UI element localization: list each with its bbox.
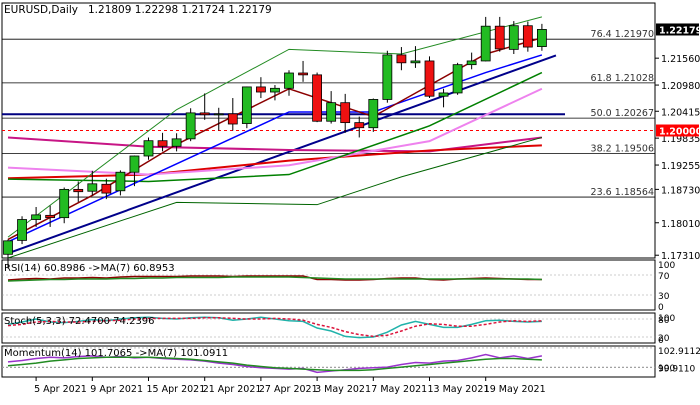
price-tick-label: 1.18010 [661,219,700,230]
x-tick-label: 13 May 2021 [428,384,490,395]
candle-bearish [354,122,365,129]
candle-bullish [480,25,491,62]
overlay-line-1 [7,136,543,153]
fib-level-label: 38.2 1.19506 [591,143,654,154]
candle-bearish [199,112,210,116]
stoch-tick-label: 100 [658,314,675,324]
momentum-tick-label: 100 [658,364,675,374]
candle-bearish [396,54,407,64]
candle-bullish [115,171,126,192]
momentum-tick-label: 99.9110 [658,365,695,375]
x-tick-label: 19 May 2021 [484,384,546,395]
price-tick-label: 1.17310 [661,251,700,262]
fib-level-label: 23.6 1.18564 [591,187,654,198]
rsi-tick-label: 70 [658,272,670,282]
stoch-tick-label: 80 [658,316,670,326]
x-tick-label: 27 Apr 2021 [259,384,318,395]
price-tag-label: 1.22179 [659,25,700,36]
candle-bearish [45,214,56,219]
candle-bullish [284,72,294,89]
panel-frame-mom [1,345,656,378]
candle-bullish [213,113,224,116]
candle-bullish [410,60,421,64]
x-tick-label: 9 Apr 2021 [90,384,143,395]
candle-bearish [494,25,505,50]
x-tick-label: 15 Apr 2021 [147,384,206,395]
price-tick-label: 1.19255 [661,161,700,172]
x-tick-label: 21 Apr 2021 [203,384,262,395]
candle-bearish [340,102,351,124]
momentum-series-1 [7,356,542,372]
fib-level-label: 61.8 1.21028 [591,73,654,84]
candle-bullish [171,138,182,147]
candle-bearish [227,113,238,125]
price-tick-label: 1.20415 [661,107,700,118]
candle-bullish [31,214,42,220]
stoch-tick-label: 0 [658,336,664,346]
panel-frame-rsi [1,259,656,311]
candle-bearish [298,72,308,76]
rsi-series-1 [7,276,542,282]
candle-bearish [101,183,112,194]
price-tick-label: 1.20980 [661,81,700,92]
candle-bullish [3,240,13,255]
candle-bullish [537,29,547,47]
price-tag [656,23,699,36]
rsi-title: RSI(14) 60.8986 ->MA(7) 60.8953 [4,263,175,274]
x-tick-label: 5 Apr 2021 [34,384,87,395]
candle-bearish [255,86,266,93]
candle-bearish [522,25,533,48]
x-tick-label: 7 May 2021 [371,384,427,395]
candle-bullish [466,60,477,66]
candle-bullish [241,86,252,124]
momentum-title: Momentum(14) 101.7065 ->MA(7) 101.0911 [4,348,228,359]
chart-title: EURUSD,Daily [4,4,78,16]
candle-bullish [270,87,280,93]
stoch-series-1 [7,317,542,338]
candle-bullish [17,219,27,241]
overlay-line-5 [7,136,543,259]
stoch-title: Stoch(5,3,3) 72.4700 74.2396 [4,316,155,327]
candle-bullish [185,112,196,140]
candle-bearish [157,140,168,147]
candle-bullish [129,155,140,173]
price-tag [656,124,699,137]
candle-bullish [452,64,463,94]
momentum-tick-label: 102.9112 [658,347,700,357]
candle-bullish [87,183,98,192]
candle-bullish [382,54,393,100]
candle-bearish [73,188,84,193]
fib-level-label: 76.4 1.21970 [591,29,654,40]
price-tick-label: 1.18730 [661,185,700,196]
price-tag-label: 1.20000 [659,127,700,138]
candle-bullish [368,99,379,129]
rsi-tick-label: 0 [658,303,664,313]
overlay-line-3 [7,87,543,176]
candle-bullish [438,92,449,97]
overlay-line-2 [7,144,542,180]
price-tick-label: 1.19835 [661,134,700,145]
rsi-tick-label: 100 [658,261,675,271]
candle-bullish [326,102,337,122]
overlay-line-0 [7,54,557,255]
candle-bearish [424,60,435,97]
candle-bearish [312,74,323,122]
x-tick-label: 3 May 2021 [315,384,371,395]
panel-frame-stoch [1,312,656,344]
overlay-line-6 [7,16,543,238]
overlay-line-4 [7,71,543,183]
candle-bullish [143,140,154,157]
candle-bullish [59,188,70,219]
price-tick-label: 1.21560 [661,54,700,65]
fib-level-label: 50.0 1.20267 [591,108,654,119]
stoch-tick-label: 20 [658,334,670,344]
ohlc-header: 1.21809 1.22298 1.21724 1.22179 [88,4,272,16]
candle-bullish [508,25,519,50]
rsi-tick-label: 30 [658,292,670,302]
